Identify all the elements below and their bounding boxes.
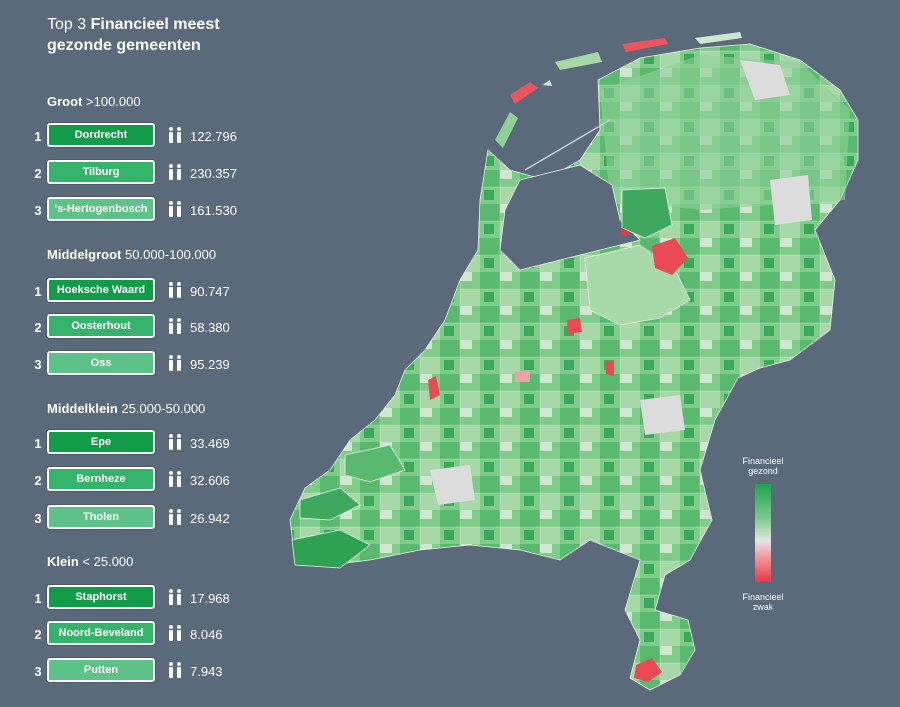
weak-municipality bbox=[567, 318, 582, 334]
neutral-municipality bbox=[770, 175, 812, 225]
people-icon bbox=[169, 589, 181, 605]
population-value: 33.469 bbox=[190, 436, 230, 451]
people-icon bbox=[169, 509, 181, 525]
municipality-sign: Epe bbox=[47, 430, 155, 454]
wadden-island bbox=[622, 38, 668, 52]
people-icon bbox=[169, 434, 181, 450]
municipality-sign: Tholen bbox=[47, 505, 155, 529]
people-icon bbox=[169, 164, 181, 180]
municipality-sign: Oss bbox=[47, 351, 155, 375]
municipality-sign: Hoeksche Waard bbox=[47, 278, 155, 302]
municipality-sign: Bernheze bbox=[47, 467, 155, 491]
municipality-sign: Oosterhout bbox=[47, 314, 155, 338]
population-value: 230.357 bbox=[190, 166, 237, 181]
ijsselmeer bbox=[499, 164, 641, 271]
afsluitdijk bbox=[524, 119, 611, 171]
north-region bbox=[600, 55, 850, 210]
people-icon bbox=[169, 471, 181, 487]
rank-number: 3 bbox=[34, 357, 42, 372]
rank-number: 1 bbox=[34, 284, 42, 299]
noordoostpolder bbox=[621, 187, 673, 239]
rank-number: 1 bbox=[34, 129, 42, 144]
zeeland-island bbox=[299, 487, 361, 521]
people-icon bbox=[169, 282, 181, 298]
people-icon bbox=[169, 201, 181, 217]
population-value: 58.380 bbox=[190, 320, 230, 335]
municipality-sign: Putten bbox=[47, 658, 155, 682]
rank-number: 1 bbox=[34, 436, 42, 451]
wadden-island bbox=[555, 52, 602, 70]
weak-municipality bbox=[428, 376, 440, 400]
rank-number: 3 bbox=[34, 511, 42, 526]
population-value: 161.530 bbox=[190, 203, 237, 218]
weak-municipality bbox=[634, 658, 662, 682]
people-icon bbox=[169, 662, 181, 678]
rank-number: 2 bbox=[34, 166, 42, 181]
legend-label-weak: Financieel zwak bbox=[742, 592, 784, 612]
population-value: 8.046 bbox=[190, 627, 223, 642]
wadden-island bbox=[510, 82, 538, 104]
weak-municipality bbox=[605, 360, 614, 376]
rank-number: 2 bbox=[34, 320, 42, 335]
weak-municipality bbox=[515, 370, 530, 382]
title-bold: Financieel meest gezonde gemeenten bbox=[47, 16, 220, 54]
neutral-municipality bbox=[740, 60, 790, 100]
legend-color-bar bbox=[755, 484, 771, 582]
category-heading-middelklein: Middelklein 25.000-50.000 bbox=[47, 401, 206, 416]
category-heading-klein: Klein < 25.000 bbox=[47, 554, 134, 569]
wadden-island bbox=[695, 32, 742, 44]
page-title: Top 3 Financieel meest gezonde gemeenten bbox=[47, 14, 287, 56]
population-value: 32.606 bbox=[190, 473, 230, 488]
weak-municipality bbox=[652, 238, 688, 275]
municipality-sign: Tilburg bbox=[47, 160, 155, 184]
people-icon bbox=[169, 625, 181, 641]
wadden-island bbox=[542, 80, 552, 86]
neutral-municipality bbox=[430, 465, 475, 505]
wadden-island bbox=[495, 112, 518, 148]
category-heading-groot: Groot >100.000 bbox=[47, 94, 141, 109]
title-prefix: Top 3 bbox=[47, 16, 87, 33]
zeeland-island bbox=[344, 444, 406, 483]
municipality-sign: Dordrecht bbox=[47, 123, 155, 147]
population-value: 7.943 bbox=[190, 664, 223, 679]
population-value: 122.796 bbox=[190, 129, 237, 144]
rank-number: 1 bbox=[34, 591, 42, 606]
population-value: 26.942 bbox=[190, 511, 230, 526]
population-value: 90.747 bbox=[190, 284, 230, 299]
population-value: 95.239 bbox=[190, 357, 230, 372]
legend-label-healthy: Financieel gezond bbox=[742, 456, 784, 476]
rank-number: 2 bbox=[34, 473, 42, 488]
rank-number: 2 bbox=[34, 627, 42, 642]
category-heading-middelgroot: Middelgroot 50.000-100.000 bbox=[47, 247, 217, 262]
rank-number: 3 bbox=[34, 203, 42, 218]
people-icon bbox=[169, 127, 181, 143]
municipality-sign: 's-Hertogenbosch bbox=[47, 197, 155, 221]
weak-municipality bbox=[620, 228, 630, 236]
population-value: 17.968 bbox=[190, 591, 230, 606]
zeeland-island bbox=[291, 529, 371, 569]
rank-number: 3 bbox=[34, 664, 42, 679]
municipality-sign: Noord-Beveland bbox=[47, 621, 155, 645]
municipality-sign: Staphorst bbox=[47, 585, 155, 609]
neutral-municipality bbox=[640, 395, 685, 435]
people-icon bbox=[169, 355, 181, 371]
people-icon bbox=[169, 318, 181, 334]
